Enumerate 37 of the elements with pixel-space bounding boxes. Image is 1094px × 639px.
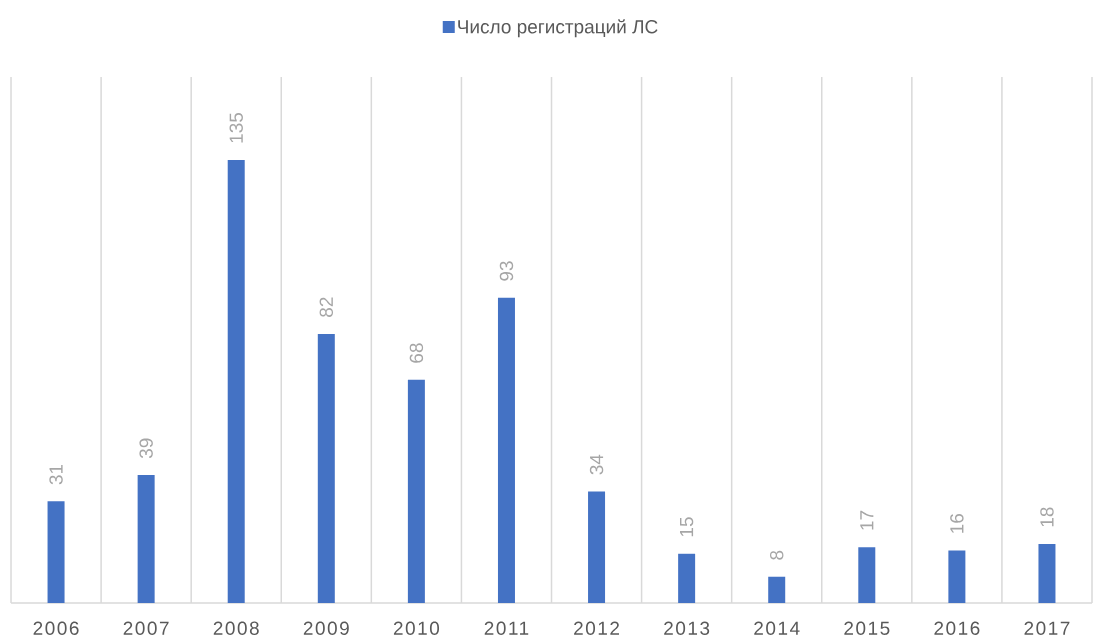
bar (317, 333, 335, 603)
data-label: 31 (49, 464, 63, 485)
data-label: 34 (589, 454, 604, 475)
x-tick-label: 2013 (664, 621, 710, 635)
bar (858, 547, 876, 603)
data-label: 8 (769, 550, 784, 560)
bar (47, 501, 65, 603)
data-label: 82 (319, 297, 334, 317)
data-label: 16 (950, 514, 964, 533)
bar (137, 475, 155, 603)
data-label: 18 (1040, 507, 1054, 527)
x-tick-label: 2007 (123, 621, 169, 635)
bar (497, 297, 515, 603)
bar (227, 160, 245, 603)
data-label: 15 (680, 517, 694, 537)
bar (407, 379, 425, 603)
x-tick-label: 2010 (393, 621, 440, 635)
data-label: 39 (139, 438, 153, 459)
x-tick-label: 2011 (484, 621, 529, 635)
x-tick-label: 2008 (213, 621, 259, 635)
x-tick-label: 2015 (844, 621, 890, 635)
bar (588, 491, 606, 603)
bar (678, 553, 696, 603)
bar (948, 550, 966, 603)
x-tick-label: 2017 (1024, 621, 1070, 635)
bar (1038, 543, 1056, 603)
bar (768, 576, 786, 603)
data-label: 17 (860, 510, 874, 530)
data-label: 93 (499, 261, 514, 281)
x-tick-label: 2014 (754, 621, 800, 635)
x-tick-label: 2006 (33, 621, 79, 635)
data-label: 68 (409, 343, 424, 363)
x-tick-label: 2012 (574, 621, 619, 635)
x-tick-label: 2009 (303, 621, 349, 635)
x-tick-label: 2016 (934, 621, 980, 635)
legend-label: Число регистраций ЛС (458, 19, 658, 38)
data-label: 135 (229, 112, 243, 143)
